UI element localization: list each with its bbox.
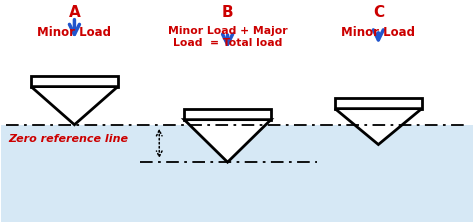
Text: A: A	[69, 5, 80, 20]
Bar	[1, 125, 473, 222]
Text: Minor Load: Minor Load	[341, 26, 415, 39]
Polygon shape	[335, 109, 422, 145]
Text: B: B	[222, 5, 233, 20]
Text: Minor Load: Minor Load	[37, 26, 111, 39]
Text: Zero reference line: Zero reference line	[9, 134, 128, 144]
Polygon shape	[184, 109, 271, 120]
Text: Minor Load + Major
Load  = Total load: Minor Load + Major Load = Total load	[168, 26, 287, 48]
Polygon shape	[31, 76, 118, 87]
Polygon shape	[184, 120, 271, 162]
Polygon shape	[31, 87, 118, 125]
Polygon shape	[335, 98, 422, 109]
Text: C: C	[373, 5, 384, 20]
Bar	[1, 1, 473, 125]
